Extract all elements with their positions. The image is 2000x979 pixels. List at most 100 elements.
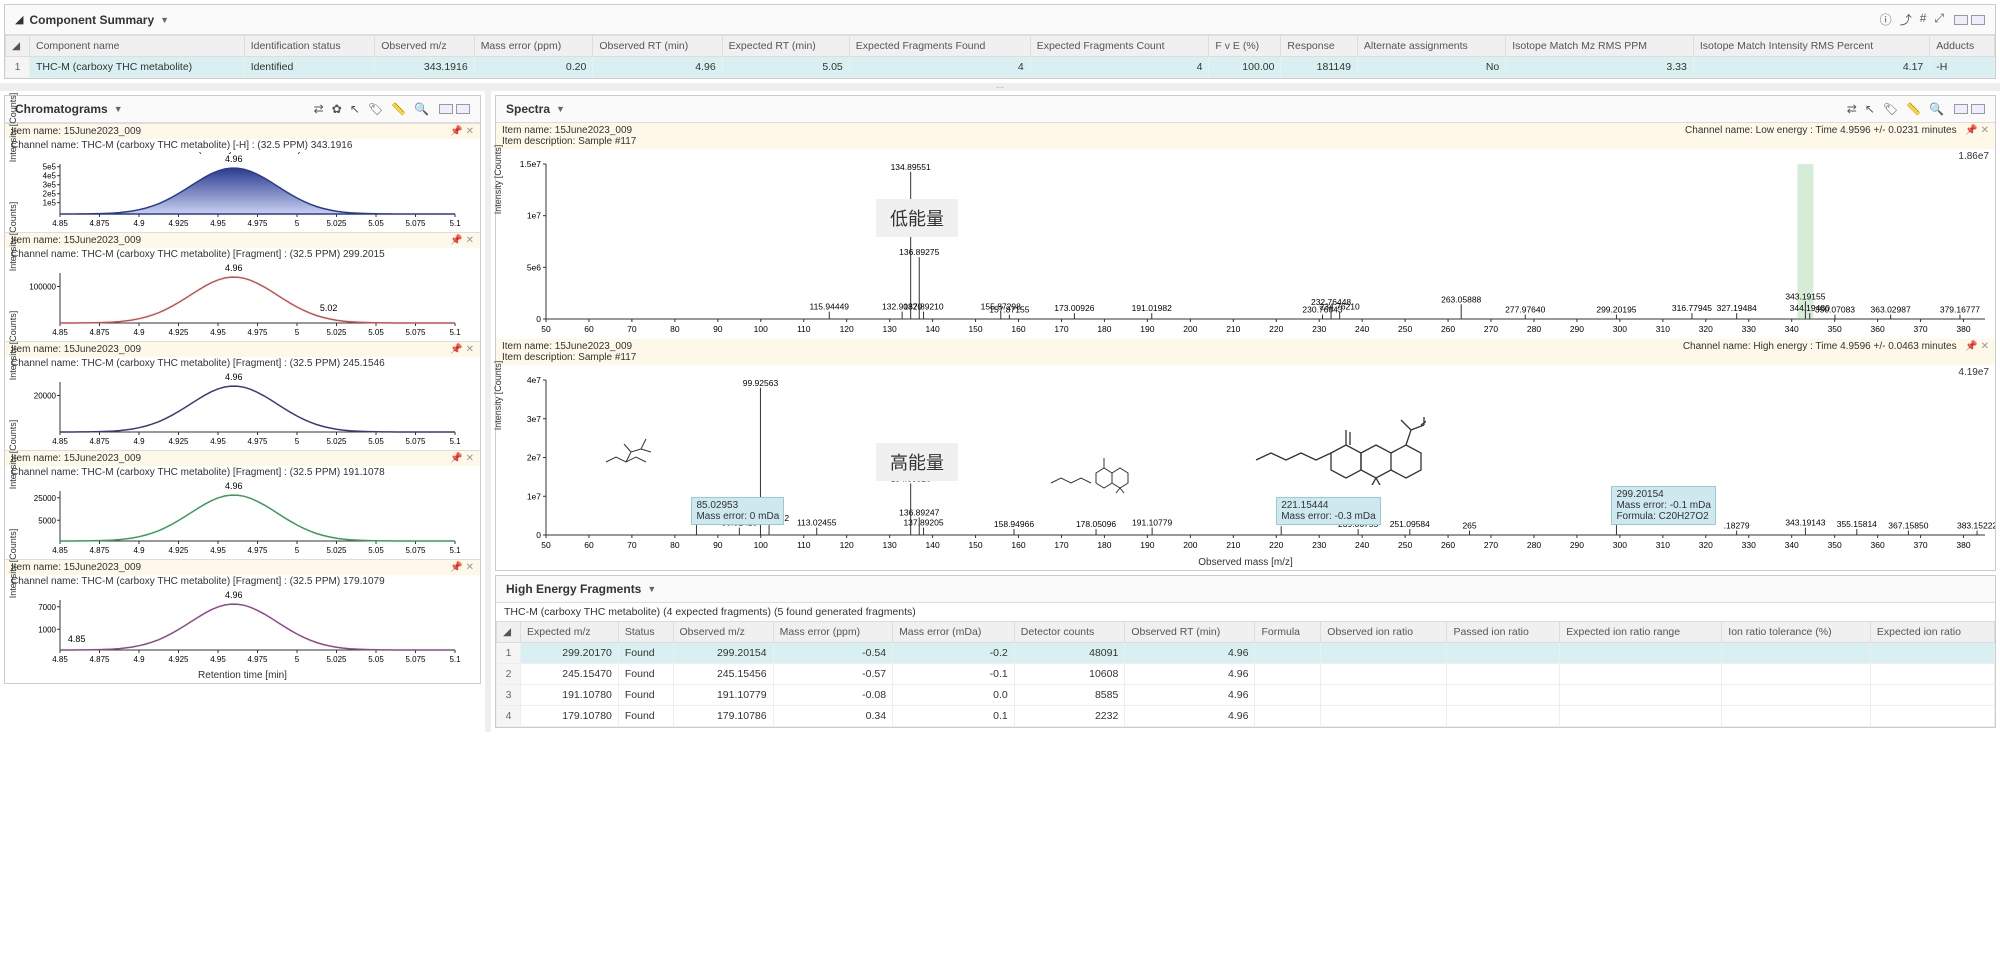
table-row[interactable]: 1299.20170Found299.20154-0.54-0.2480914.… — [497, 643, 1995, 664]
svg-text:5e6: 5e6 — [527, 262, 541, 272]
y-axis-label: Intensity [Counts] — [493, 145, 503, 215]
svg-text:5.075: 5.075 — [405, 219, 426, 228]
pin-icon[interactable]: 📌 ✕ — [450, 453, 474, 464]
chrom-plot[interactable]: 4.854.8754.94.9254.954.97555.0255.055.07… — [5, 152, 480, 232]
svg-text:5.1: 5.1 — [449, 437, 461, 446]
dropdown-icon[interactable]: ▼ — [647, 584, 656, 594]
table-row[interactable]: 3191.10780Found191.10779-0.080.085854.96 — [497, 685, 1995, 706]
minimize-button[interactable] — [1954, 104, 1968, 114]
chromatograms-header: Chromatograms ▼ ⇄ ✿ ↖ 🏷 📏 🔍 — [5, 96, 480, 123]
panel-title: Chromatograms — [15, 102, 108, 116]
spectrum-high-plot[interactable]: 5060708090100110120130140150160170180190… — [496, 365, 1995, 555]
table-row[interactable]: 2245.15470Found245.15456-0.57-0.1106084.… — [497, 664, 1995, 685]
svg-text:2e7: 2e7 — [527, 453, 541, 463]
info-icon[interactable]: ⓘ — [1880, 11, 1892, 28]
zoom-icon[interactable]: 🔍 — [414, 102, 429, 116]
cursor-icon[interactable]: ↖ — [1865, 102, 1875, 116]
minimize-button[interactable] — [1954, 15, 1968, 25]
svg-text:1e7: 1e7 — [527, 211, 541, 221]
svg-text:5: 5 — [295, 219, 300, 228]
svg-text:70: 70 — [627, 540, 637, 550]
cursor-icon[interactable]: ↖ — [350, 102, 360, 116]
hash-icon[interactable]: # — [1920, 11, 1927, 28]
svg-text:260: 260 — [1441, 540, 1455, 550]
svg-text:234.76210: 234.76210 — [1320, 302, 1360, 312]
svg-text:136.89247: 136.89247 — [899, 507, 939, 517]
svg-text:1.5e7: 1.5e7 — [520, 159, 542, 169]
component-summary-header: ◢ Component Summary ▼ ⓘ ⤴ # ⤢ — [5, 5, 1995, 35]
svg-text:263.05888: 263.05888 — [1441, 294, 1481, 304]
chrom-toolbar: ⇄ ✿ ↖ 🏷 📏 🔍 — [314, 102, 429, 116]
dropdown-icon[interactable]: ▼ — [114, 104, 123, 114]
chromatogram-item: Item name: 15June2023_009📌 ✕ Channel nam… — [5, 232, 480, 341]
svg-text:4.875: 4.875 — [89, 328, 110, 337]
svg-text:4e5: 4e5 — [43, 172, 57, 181]
chrom-plot[interactable]: 4.854.8754.94.9254.954.97555.0255.055.07… — [5, 479, 480, 559]
expand-icon[interactable]: ◢ — [15, 13, 23, 26]
svg-text:60: 60 — [584, 540, 594, 550]
label-icon[interactable]: 🏷 — [368, 102, 383, 116]
table-row[interactable]: 4179.10780Found179.107860.340.122324.96 — [497, 706, 1995, 727]
svg-text:5.02: 5.02 — [320, 303, 338, 313]
ruler-icon[interactable]: 📏 — [391, 102, 406, 116]
svg-text:70: 70 — [627, 324, 637, 334]
chrom-plot[interactable]: 4.854.8754.94.9254.954.97555.0255.055.07… — [5, 588, 480, 668]
svg-text:340: 340 — [1785, 324, 1799, 334]
svg-text:5e5: 5e5 — [43, 163, 57, 172]
svg-text:80: 80 — [670, 324, 680, 334]
maximize-button[interactable] — [1971, 15, 1985, 25]
expand-icon[interactable]: ⤢ — [1934, 11, 1944, 28]
pin-icon[interactable]: 📌 ✕ — [1965, 341, 1989, 352]
ruler-icon[interactable]: 📏 — [1906, 102, 1921, 116]
spectrum-low-plot[interactable]: 5060708090100110120130140150160170180190… — [496, 149, 1995, 339]
tool-icon[interactable]: ⇄ — [1847, 102, 1857, 116]
pin-icon[interactable]: 📌 ✕ — [450, 344, 474, 355]
chrom-plot[interactable]: 4.854.8754.94.9254.954.97555.0255.055.07… — [5, 370, 480, 450]
svg-text:310: 310 — [1656, 324, 1670, 334]
table-row[interactable]: 1THC-M (carboxy THC metabolite)Identifie… — [6, 57, 1995, 78]
label-icon[interactable]: 🏷 — [1883, 102, 1898, 116]
spectra-header: Spectra ▼ ⇄ ↖ 🏷 📏 🔍 — [496, 96, 1995, 123]
maximize-button[interactable] — [1971, 104, 1985, 114]
svg-text:5: 5 — [295, 437, 300, 446]
svg-text:200: 200 — [1183, 540, 1197, 550]
svg-text:190: 190 — [1140, 324, 1154, 334]
pin-icon[interactable]: 📌 ✕ — [450, 562, 474, 573]
horizontal-splitter[interactable]: ⋯ — [0, 83, 2000, 91]
tool-icon[interactable]: ⇄ — [314, 102, 324, 116]
share-icon[interactable]: ⤴ — [1900, 11, 1912, 28]
svg-text:180: 180 — [1097, 324, 1111, 334]
svg-text:120: 120 — [840, 540, 854, 550]
pin-icon[interactable]: 📌 ✕ — [450, 126, 474, 137]
svg-text:367.15850: 367.15850 — [1888, 521, 1928, 531]
spectra-panel: Spectra ▼ ⇄ ↖ 🏷 📏 🔍 Item name: 15June202… — [495, 95, 1996, 571]
svg-text:110: 110 — [797, 540, 811, 550]
svg-text:5: 5 — [295, 655, 300, 664]
svg-text:5.05: 5.05 — [368, 655, 384, 664]
svg-text:5.1: 5.1 — [449, 328, 461, 337]
svg-text:270: 270 — [1484, 540, 1498, 550]
svg-text:134.89551: 134.89551 — [891, 162, 931, 172]
dropdown-icon[interactable]: ▼ — [160, 15, 169, 25]
pin-icon[interactable]: 📌 ✕ — [450, 235, 474, 246]
svg-text:140: 140 — [926, 540, 940, 550]
maximize-button[interactable] — [456, 104, 470, 114]
svg-text:5.075: 5.075 — [405, 328, 426, 337]
svg-text:370: 370 — [1913, 540, 1927, 550]
svg-text:320: 320 — [1699, 324, 1713, 334]
gear-icon[interactable]: ✿ — [332, 102, 342, 116]
dropdown-icon[interactable]: ▼ — [556, 104, 565, 114]
pin-icon[interactable]: 📌 ✕ — [1965, 125, 1989, 136]
svg-text:4.96: 4.96 — [225, 590, 243, 600]
chrom-plot[interactable]: 4.854.8754.94.9254.954.97555.0255.055.07… — [5, 261, 480, 341]
zoom-icon[interactable]: 🔍 — [1929, 102, 1944, 116]
svg-text:4.95: 4.95 — [210, 437, 226, 446]
svg-text:5.1: 5.1 — [449, 219, 461, 228]
chromatogram-item: Item name: 15June2023_009📌 ✕ Channel nam… — [5, 559, 480, 668]
chrom-item-name: Item name: 15June2023_009📌 ✕ — [5, 124, 480, 139]
svg-text:5.075: 5.075 — [405, 546, 426, 555]
svg-text:4.96: 4.96 — [225, 481, 243, 491]
svg-text:4.95: 4.95 — [210, 546, 226, 555]
minimize-button[interactable] — [439, 104, 453, 114]
svg-text:4.875: 4.875 — [89, 655, 110, 664]
